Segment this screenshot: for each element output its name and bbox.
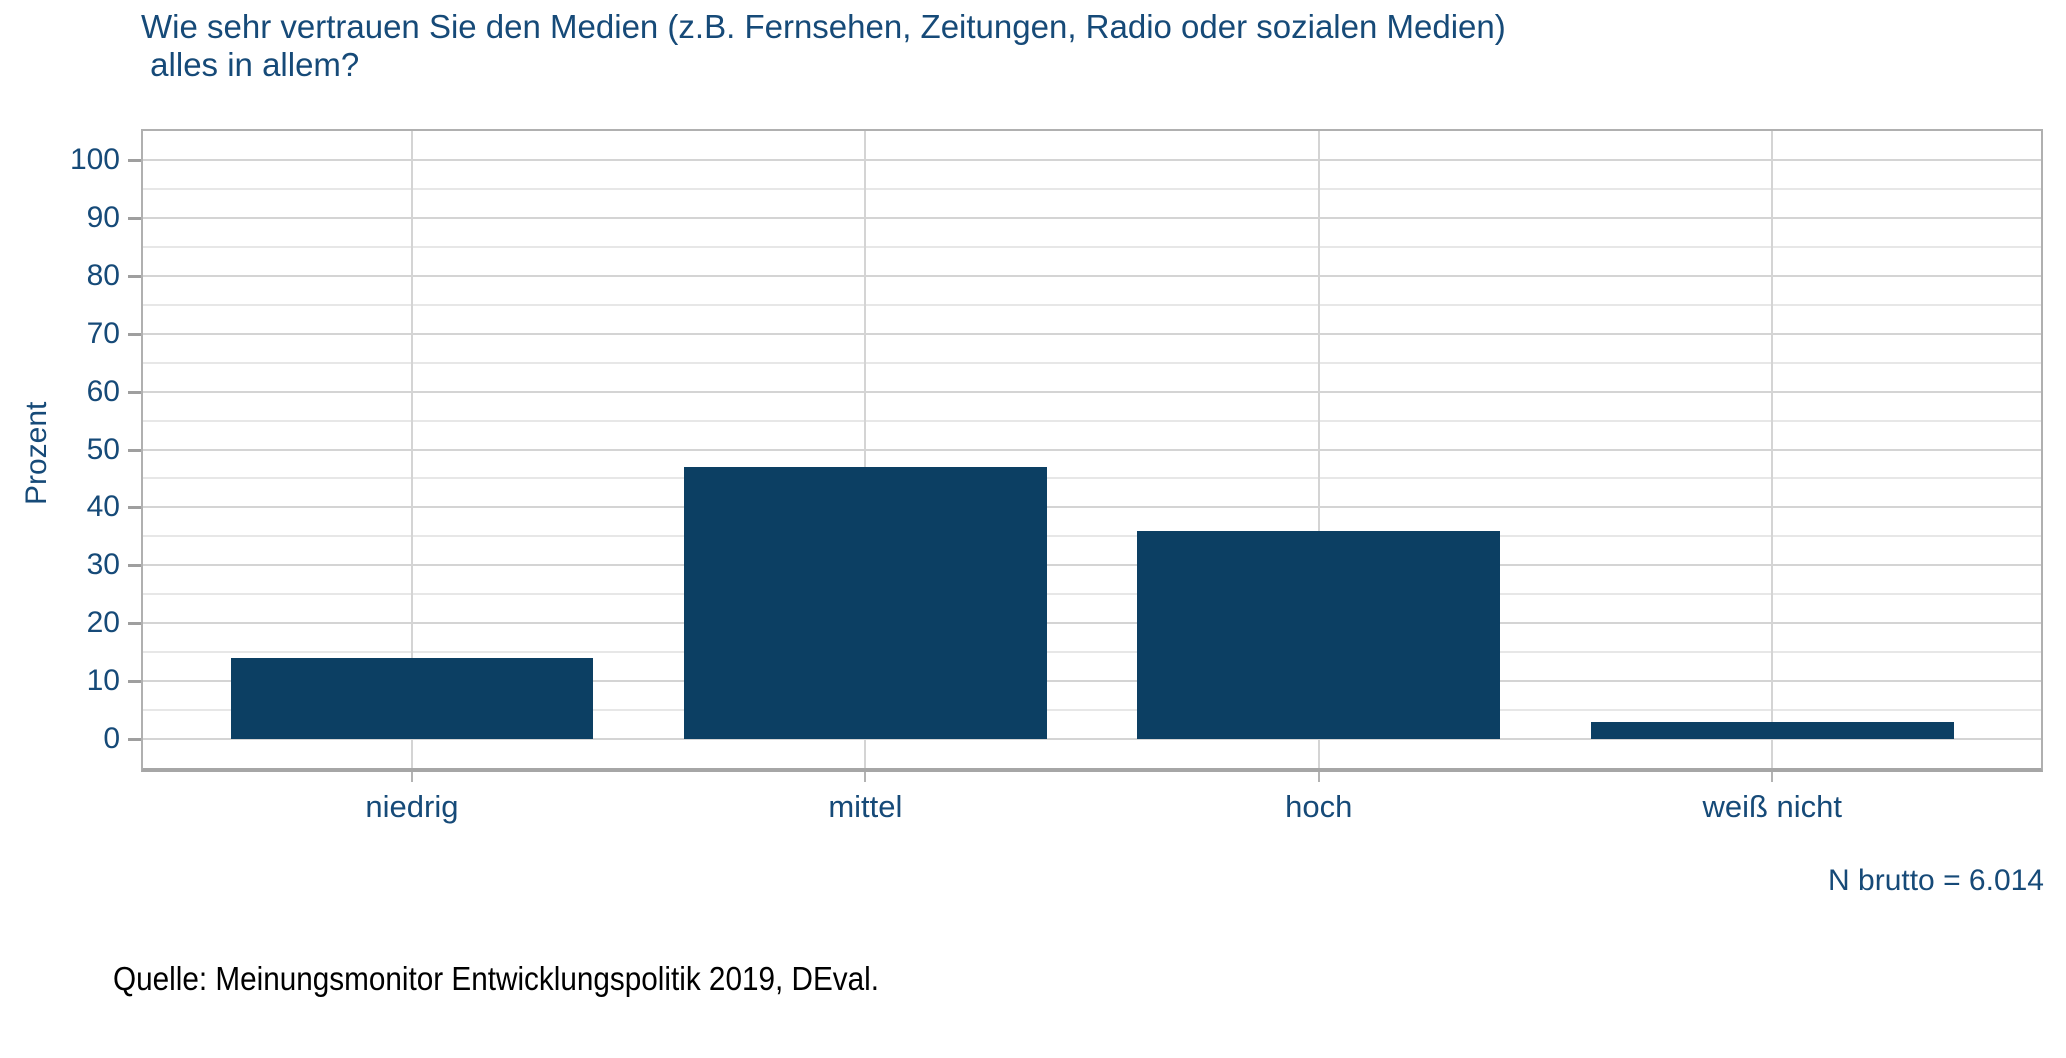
major-gridline bbox=[143, 448, 2041, 451]
bar-mittel bbox=[684, 466, 1047, 740]
x-tick-label: niedrig bbox=[365, 789, 459, 824]
minor-gridline bbox=[143, 245, 2041, 248]
minor-gridline bbox=[143, 709, 2041, 712]
minor-gridline bbox=[143, 361, 2041, 364]
vertical-gridline bbox=[410, 131, 413, 768]
bar-niedrig bbox=[230, 657, 594, 740]
y-tick-label: 50 bbox=[86, 432, 120, 466]
x-tick-label: weiß nicht bbox=[1702, 789, 1842, 824]
y-tick-label: 0 bbox=[103, 722, 120, 756]
bar-hoch bbox=[1137, 530, 1501, 740]
major-gridline bbox=[143, 274, 2041, 277]
y-tick-mark bbox=[128, 274, 141, 278]
y-tick-label: 90 bbox=[86, 200, 120, 234]
bar-weiß-nicht bbox=[1590, 721, 1954, 740]
chart-title-line1: Wie sehr vertrauen Sie den Medien (z.B. … bbox=[141, 8, 1506, 45]
major-gridline bbox=[143, 506, 2041, 509]
y-tick-mark bbox=[128, 738, 141, 742]
vertical-gridline bbox=[1771, 131, 1774, 768]
major-gridline bbox=[143, 564, 2041, 567]
x-tick-mark bbox=[1317, 772, 1320, 782]
x-tick-mark bbox=[864, 772, 867, 782]
vertical-gridline bbox=[1317, 131, 1320, 768]
x-tick-mark bbox=[410, 772, 413, 782]
x-tick-label: hoch bbox=[1285, 789, 1353, 824]
y-tick-label: 20 bbox=[86, 606, 120, 640]
vertical-gridline bbox=[864, 131, 867, 768]
minor-gridline bbox=[143, 593, 2041, 596]
y-tick-label: 30 bbox=[86, 548, 120, 582]
n-brutto-note: N brutto = 6.014 bbox=[1828, 864, 2044, 897]
plot-area bbox=[141, 129, 2043, 772]
minor-gridline bbox=[143, 477, 2041, 480]
minor-gridline bbox=[143, 187, 2041, 190]
major-gridline bbox=[143, 680, 2041, 683]
x-tick-label: mittel bbox=[828, 789, 903, 824]
chart-title-line2: alles in allem? bbox=[141, 46, 360, 83]
major-gridline bbox=[143, 332, 2041, 335]
y-tick-mark bbox=[128, 390, 141, 394]
source-note: Quelle: Meinungsmonitor Entwicklungspoli… bbox=[113, 960, 879, 997]
y-tick-label: 60 bbox=[86, 374, 120, 408]
x-tick-mark bbox=[1771, 772, 1774, 782]
minor-gridline bbox=[143, 651, 2041, 654]
y-tick-mark bbox=[128, 564, 141, 568]
y-tick-mark bbox=[128, 448, 141, 452]
y-tick-mark bbox=[128, 680, 141, 684]
y-tick-label: 40 bbox=[86, 490, 120, 524]
chart-title: Wie sehr vertrauen Sie den Medien (z.B. … bbox=[141, 8, 1506, 84]
major-gridline bbox=[143, 158, 2041, 161]
minor-gridline bbox=[143, 419, 2041, 422]
y-tick-mark bbox=[128, 506, 141, 510]
major-gridline bbox=[143, 738, 2041, 741]
major-gridline bbox=[143, 216, 2041, 219]
y-tick-label: 70 bbox=[86, 316, 120, 350]
y-tick-label: 80 bbox=[86, 258, 120, 292]
y-tick-label: 10 bbox=[86, 664, 120, 698]
y-tick-mark bbox=[128, 622, 141, 626]
minor-gridline bbox=[143, 303, 2041, 306]
y-tick-label: 100 bbox=[69, 142, 120, 176]
y-tick-mark bbox=[128, 216, 141, 220]
y-tick-mark bbox=[128, 158, 141, 162]
major-gridline bbox=[143, 390, 2041, 393]
y-tick-mark bbox=[128, 332, 141, 336]
major-gridline bbox=[143, 622, 2041, 625]
minor-gridline bbox=[143, 535, 2041, 538]
